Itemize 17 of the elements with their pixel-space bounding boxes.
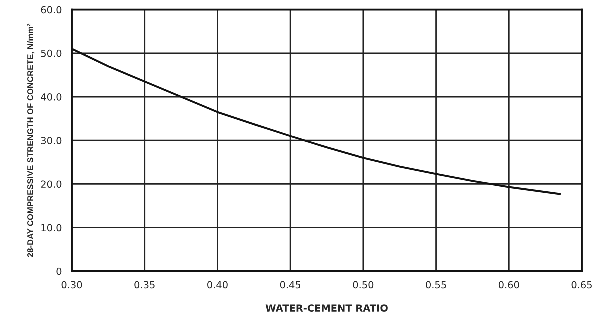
x-axis-title: WATER-CEMENT RATIO xyxy=(266,304,388,312)
y-tick-label: 50.0 xyxy=(41,50,62,58)
x-tick-label: 0.30 xyxy=(62,281,82,289)
y-tick-label: 0 xyxy=(56,268,62,276)
y-tick-label: 20.0 xyxy=(41,180,62,188)
x-tick-label: 0.55 xyxy=(426,281,446,289)
x-tick-label: 0.50 xyxy=(353,281,374,289)
y-tick-label: 30.0 xyxy=(41,137,62,144)
x-tick-label: 0.45 xyxy=(280,281,301,289)
y-tick-label: 40.0 xyxy=(41,93,62,101)
x-tick-label: 0.40 xyxy=(208,281,228,289)
x-tick-label: 0.65 xyxy=(572,281,592,289)
x-tick-label: 0.60 xyxy=(498,281,520,289)
y-axis-title: 28-DAY COMPRESSIVE STRENGTH OF CONCRETE, N/mm² xyxy=(27,24,35,258)
x-tick-label: 0.35 xyxy=(134,281,155,289)
y-tick-label: 10.0 xyxy=(42,224,62,232)
y-tick-label: 60.0 xyxy=(41,6,62,14)
